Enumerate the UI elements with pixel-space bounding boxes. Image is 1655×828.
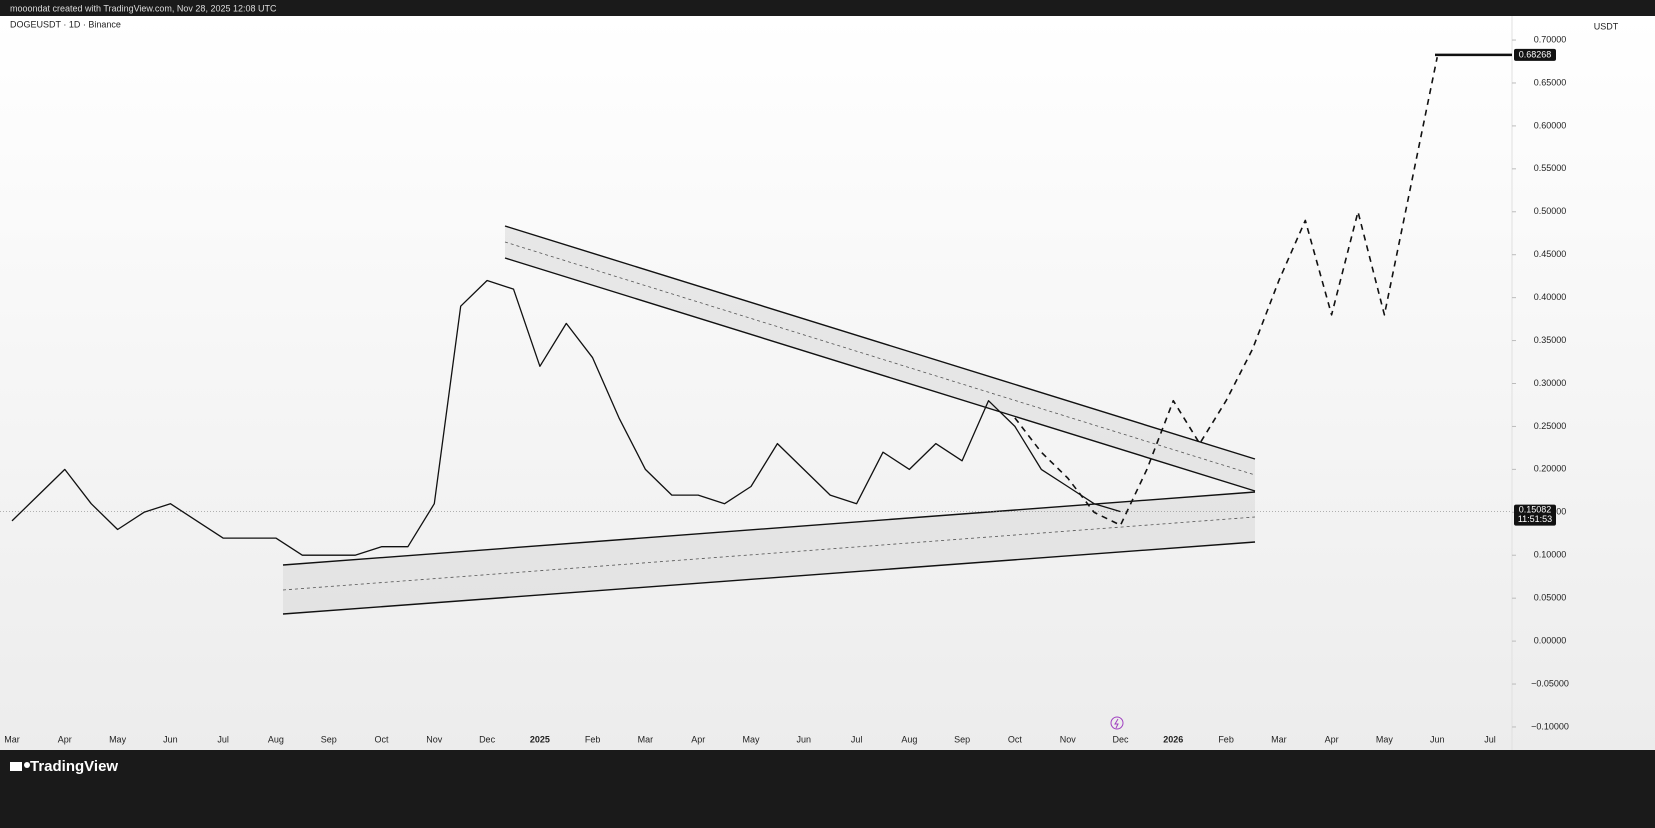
x-tick-label: Mar xyxy=(1271,734,1287,744)
y-tick-label: 0.55000 xyxy=(1534,163,1567,173)
x-tick-label: Feb xyxy=(585,734,601,744)
y-tick-label: 0.40000 xyxy=(1534,292,1567,302)
x-tick-label: Nov xyxy=(1060,734,1077,744)
last-price-label: 0.15082 xyxy=(1519,504,1552,514)
x-tick-label: 2025 xyxy=(530,734,550,744)
channel-drawings xyxy=(282,225,1256,615)
event-icon-bolt xyxy=(1114,718,1119,729)
x-tick-label: Apr xyxy=(1325,734,1339,744)
target-box xyxy=(1514,48,1556,61)
brand-logo xyxy=(10,762,22,771)
y-tick-label: −0.05000 xyxy=(1531,678,1569,688)
x-tick-label: 2026 xyxy=(1163,734,1183,744)
y-tick-label: 0.00000 xyxy=(1534,635,1567,645)
x-tick-label: Feb xyxy=(1218,734,1234,744)
symbol: DOGEUSDT · 1D · Binance xyxy=(10,19,121,29)
x-tick-label: Apr xyxy=(691,734,705,744)
credit: mooondat created with TradingView.com, N… xyxy=(10,3,277,13)
channel-mid xyxy=(282,516,1256,591)
y-tick-label: 0.25000 xyxy=(1534,421,1567,431)
brand-logo xyxy=(24,762,30,768)
x-tick-label: Apr xyxy=(58,734,72,744)
x-tick-label: Oct xyxy=(1008,734,1023,744)
y-tick-label: 0.45000 xyxy=(1534,249,1567,259)
y-tick-label: 0.35000 xyxy=(1534,335,1567,345)
y-tick-label: −0.10000 xyxy=(1531,721,1569,731)
x-tick-label: Nov xyxy=(426,734,443,744)
channel-line xyxy=(504,225,1256,460)
y-tick-label: 0.05000 xyxy=(1534,593,1567,603)
x-tick-label: Jul xyxy=(217,734,229,744)
y-tick-label: 0.10000 xyxy=(1534,550,1567,560)
x-tick-label: Aug xyxy=(901,734,917,744)
channel-line xyxy=(504,257,1256,492)
y-tick-label: 0.70000 xyxy=(1534,34,1567,44)
x-tick-label: Mar xyxy=(638,734,654,744)
countdown: 11:51:53 xyxy=(1518,514,1552,524)
price-line xyxy=(11,279,1121,556)
event-icon[interactable] xyxy=(1110,716,1124,730)
y-tick-label: 0.30000 xyxy=(1534,378,1567,388)
x-tick-label: Jul xyxy=(1484,734,1496,744)
y-tick-label: 0.20000 xyxy=(1534,464,1567,474)
brand-bar xyxy=(0,750,1655,828)
y-tick-label: 0.65000 xyxy=(1534,77,1567,87)
x-tick-label: Dec xyxy=(1112,734,1129,744)
x-tick-label: Dec xyxy=(479,734,496,744)
currency: USDT xyxy=(1594,21,1619,31)
channel-mid xyxy=(504,241,1256,476)
x-tick-label: May xyxy=(742,734,760,744)
target-label: 0.68268 xyxy=(1519,49,1552,59)
y-tick-label: 0.50000 xyxy=(1534,206,1567,216)
x-tick-label: Sep xyxy=(321,734,337,744)
lower-channel-fill xyxy=(283,492,1255,614)
x-tick-label: Jun xyxy=(797,734,812,744)
chart-area xyxy=(0,16,1655,762)
x-tick-label: Aug xyxy=(268,734,284,744)
x-tick-label: May xyxy=(109,734,127,744)
channel-line xyxy=(282,491,1256,566)
channel-line xyxy=(282,541,1256,615)
x-tick-label: Mar xyxy=(4,734,20,744)
y-tick-label: 0.60000 xyxy=(1534,120,1567,130)
x-tick-label: May xyxy=(1376,734,1394,744)
x-tick-label: Jun xyxy=(1430,734,1445,744)
projection-line xyxy=(1014,57,1438,526)
x-tick-label: Jun xyxy=(163,734,178,744)
x-tick-label: Sep xyxy=(954,734,970,744)
brand: TradingView xyxy=(30,758,118,775)
x-tick-label: Jul xyxy=(851,734,863,744)
last-price-box xyxy=(1514,504,1556,526)
x-tick-label: Oct xyxy=(374,734,389,744)
